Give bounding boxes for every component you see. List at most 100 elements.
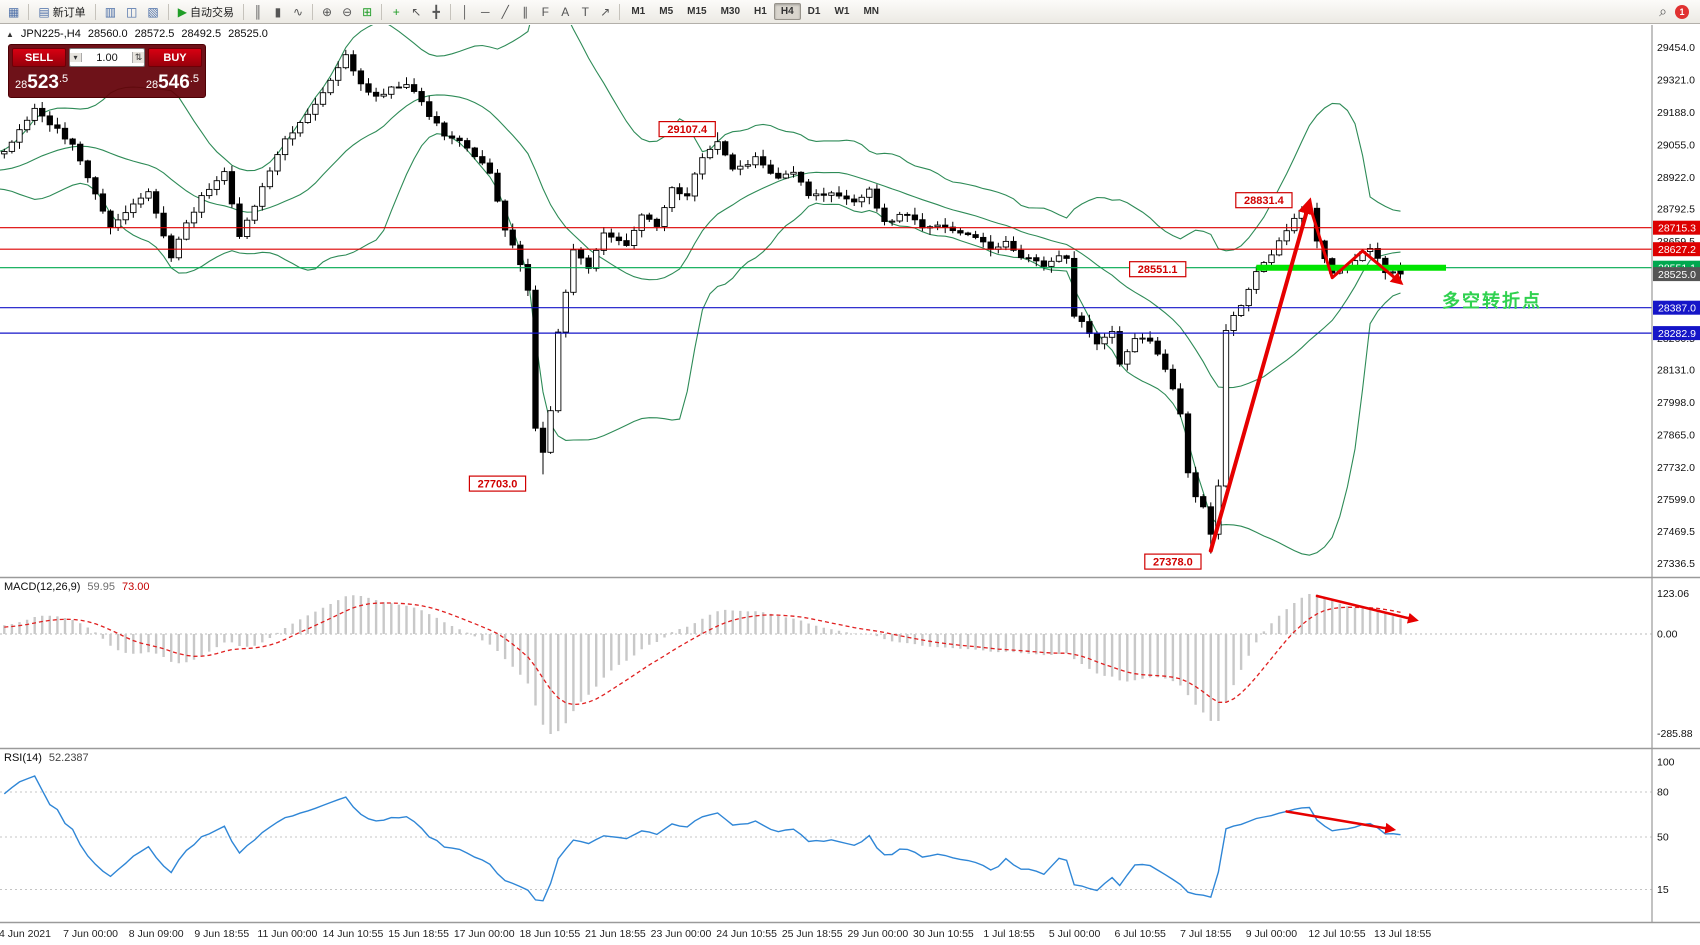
vertical-line-button[interactable]: │ — [455, 2, 475, 22]
macd-histogram — [3, 594, 1402, 734]
market-watch-button[interactable]: ▥ — [100, 2, 121, 22]
indicators-button[interactable]: + — [386, 2, 406, 22]
trend-arrow[interactable] — [1307, 203, 1404, 286]
toolbar-separator — [242, 3, 244, 20]
timeframe-d1[interactable]: D1 — [807, 6, 821, 17]
zoom-out-button[interactable]: ⊖ — [337, 2, 357, 22]
time-axis-label: 15 Jun 18:55 — [388, 928, 449, 940]
ohlc-high: 28572.5 — [134, 28, 175, 40]
new-chart-button[interactable]: ▦ — [3, 2, 24, 22]
horizontal-line-icon: ─ — [481, 4, 490, 19]
volume-dropdown-icon[interactable]: ▾ — [70, 53, 82, 62]
annotation-text[interactable]: 多空转折点 — [1442, 291, 1542, 311]
time-axis-label: 18 Jun 10:55 — [519, 928, 580, 940]
cursor-icon: ↖ — [411, 4, 422, 19]
price-callout[interactable]: 29107.4 — [658, 120, 716, 138]
volume-spinner-icon[interactable]: ⇅ — [132, 52, 144, 63]
time-axis-label: 23 Jun 00:00 — [651, 928, 712, 940]
timeframe-m1[interactable]: M1 — [631, 6, 646, 17]
timeframe-h4[interactable]: H4 — [773, 3, 801, 20]
arrows-tool-button[interactable]: ↗ — [595, 2, 615, 22]
volume-input[interactable]: ▾ 1.00 ⇅ — [69, 48, 145, 67]
macd-signal-line — [4, 602, 1401, 706]
time-axis-label: 8 Jun 09:00 — [129, 928, 184, 940]
toolbar-separator — [28, 3, 30, 20]
horizontal-line-button[interactable]: ─ — [475, 2, 495, 22]
time-axis-label: 6 Jul 10:55 — [1115, 928, 1167, 940]
macd-trend-arrow[interactable] — [1315, 594, 1419, 624]
fibonacci-icon: F — [541, 4, 549, 19]
tile-windows-button[interactable]: ⊞ — [357, 2, 377, 22]
indicators-icon: + — [392, 4, 400, 19]
sell-button[interactable]: SELL — [12, 48, 66, 67]
zoom-in-button[interactable]: ⊕ — [317, 2, 337, 22]
trend-arrow[interactable] — [1208, 197, 1315, 553]
trendline-button[interactable]: ╱ — [495, 2, 515, 22]
price-badge: 28387.0 — [1653, 300, 1700, 315]
timeframe-mn[interactable]: MN — [863, 6, 879, 17]
line-chart-mode-button[interactable]: ∿ — [288, 2, 308, 22]
svg-text:27378.0: 27378.0 — [1153, 556, 1193, 568]
time-axis-label: 13 Jul 18:55 — [1374, 928, 1431, 940]
bollinger-middle-band — [0, 94, 1401, 389]
sell-price: 28523.5 — [15, 72, 69, 93]
rsi-trend-arrow[interactable] — [1285, 810, 1397, 834]
equidistant-channel-button[interactable]: ∥ — [515, 2, 535, 22]
macd-value-signal: 73.00 — [121, 581, 150, 593]
toolbar: ▦ ▤ 新订单 ▥ ◫ ▧ ▶ 自动交易 ║ ▮ ∿ ⊕ ⊖ ⊞ + ↖ ╋ │ ─ ╱ ∥ F A T ↗ M1 M5 M15 M30… — [0, 0, 1700, 24]
new-order-icon: ▤ — [38, 4, 50, 19]
price-axis-label: 27599.0 — [1657, 494, 1695, 506]
ohlc-open: 28560.0 — [87, 28, 128, 40]
arrows-tool-icon: ↗ — [600, 4, 611, 19]
toolbar-separator — [94, 3, 96, 20]
candlestick-mode-button[interactable]: ▮ — [268, 2, 288, 22]
search-icon[interactable]: ⌕ — [1659, 3, 1667, 19]
equidistant-channel-icon: ∥ — [522, 4, 529, 19]
time-axis-label: 29 Jun 00:00 — [847, 928, 908, 940]
price-axis-label: 28922.0 — [1657, 172, 1695, 184]
buy-button[interactable]: BUY — [148, 48, 202, 67]
notification-badge[interactable]: 1 — [1675, 4, 1689, 19]
svg-text:28387.0: 28387.0 — [1658, 302, 1696, 314]
text-label-button[interactable]: T — [575, 2, 595, 22]
text-button[interactable]: A — [555, 2, 575, 22]
terminal-button[interactable]: ▧ — [142, 2, 163, 22]
navigator-button[interactable]: ◫ — [121, 2, 142, 22]
buy-price: 28546.5 — [145, 72, 199, 93]
timeframe-m5[interactable]: M5 — [659, 6, 674, 17]
price-callout[interactable]: 28831.4 — [1235, 192, 1293, 209]
price-axis-label: 28131.0 — [1657, 365, 1695, 377]
price-badge: 28715.3 — [1653, 220, 1700, 235]
symbol-icon: ▲ — [6, 29, 14, 39]
new-order-button[interactable]: ▤ 新订单 — [33, 2, 90, 22]
tile-windows-icon: ⊞ — [362, 4, 373, 19]
toolbar-right: ⌕ 1 — [1659, 3, 1697, 20]
price-axis-label: 27336.5 — [1657, 558, 1695, 570]
symbol-info: ▲ JPN225-,H4 28560.0 28572.5 28492.5 285… — [6, 28, 268, 40]
timeframe-m30[interactable]: M30 — [720, 6, 741, 17]
price-axis-label: 27732.0 — [1657, 462, 1695, 474]
zoom-in-icon: ⊕ — [322, 4, 333, 19]
timeframe-h1[interactable]: H1 — [754, 6, 767, 17]
autotrading-button[interactable]: ▶ 自动交易 — [173, 2, 239, 22]
fibonacci-button[interactable]: F — [535, 2, 555, 22]
time-axis-label: 30 Jun 10:55 — [913, 928, 974, 940]
price-callout[interactable]: 27703.0 — [468, 475, 527, 492]
price-badge: 28282.9 — [1653, 326, 1700, 341]
timeframe-m15[interactable]: M15 — [687, 6, 707, 17]
rsi-axis-label: 15 — [1657, 884, 1669, 896]
crosshair-button[interactable]: ╋ — [426, 2, 446, 22]
cursor-button[interactable]: ↖ — [406, 2, 426, 22]
price-axis-label: 29321.0 — [1657, 75, 1695, 87]
price-axis-label: 28792.5 — [1657, 203, 1695, 215]
price-callout[interactable]: 28551.1 — [1128, 261, 1187, 278]
price-callout[interactable]: 27378.0 — [1144, 553, 1202, 570]
svg-text:28831.4: 28831.4 — [1244, 195, 1285, 207]
time-axis-label: 7 Jun 00:00 — [63, 928, 118, 940]
bar-chart-mode-button[interactable]: ║ — [248, 2, 268, 22]
price-axis-label: 27865.0 — [1657, 429, 1695, 441]
timeframe-w1[interactable]: W1 — [834, 6, 850, 17]
crosshair-icon: ╋ — [432, 4, 440, 19]
